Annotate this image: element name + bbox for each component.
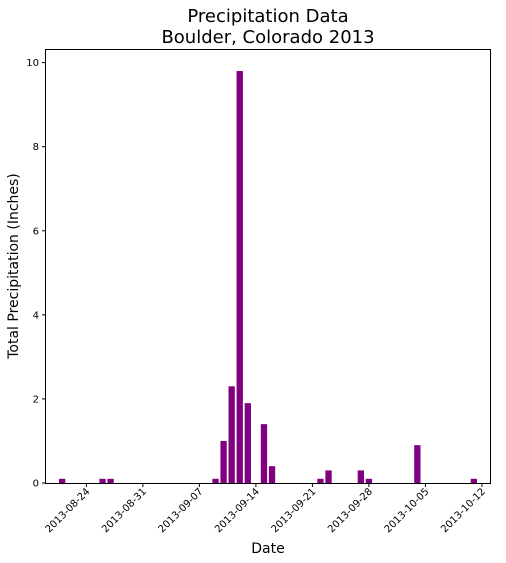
x-axis-ticks: 2013-08-24 2013-08-31 2013-09-07 2013-09-14… bbox=[44, 483, 488, 535]
chart-title-line-1: Precipitation Data bbox=[187, 6, 348, 27]
bar bbox=[212, 478, 219, 483]
bar bbox=[268, 466, 276, 483]
bar bbox=[220, 440, 227, 483]
x-tick-label: 2013-10-05 bbox=[383, 486, 432, 535]
x-tick-label: 2013-08-24 bbox=[44, 486, 93, 535]
x-axis-label: Date bbox=[251, 541, 284, 557]
x-tick-label: 2013-09-28 bbox=[326, 486, 375, 535]
plot-frame bbox=[45, 49, 491, 484]
bar bbox=[244, 403, 251, 483]
y-tick-label: 4 bbox=[33, 310, 39, 321]
bar bbox=[414, 445, 421, 483]
bar bbox=[236, 71, 243, 484]
bars-group bbox=[59, 71, 478, 484]
y-tick-label: 10 bbox=[26, 58, 39, 69]
chart-title-line-2: Boulder, Colorado 2013 bbox=[161, 27, 374, 48]
bar bbox=[228, 386, 235, 483]
y-tick-label: 0 bbox=[33, 479, 39, 490]
x-tick-label: 2013-09-14 bbox=[213, 486, 262, 535]
bar bbox=[99, 478, 106, 483]
bar bbox=[317, 478, 324, 483]
bar bbox=[59, 478, 66, 483]
y-axis-label: Total Precipitation (Inches) bbox=[6, 173, 22, 360]
bar bbox=[260, 424, 268, 483]
y-axis-ticks: 0 2 4 6 8 10 bbox=[26, 58, 46, 490]
x-tick-label: 2013-09-07 bbox=[157, 486, 206, 535]
y-tick-label: 6 bbox=[33, 226, 39, 237]
x-tick-label: 2013-08-31 bbox=[100, 486, 149, 535]
x-tick-label: 2013-09-21 bbox=[270, 486, 319, 535]
bar bbox=[107, 478, 114, 483]
y-tick-label: 2 bbox=[33, 394, 39, 405]
bar bbox=[365, 478, 373, 483]
x-tick-label: 2013-10-12 bbox=[439, 486, 488, 535]
bar bbox=[325, 470, 332, 483]
bar bbox=[470, 478, 478, 483]
y-tick-label: 8 bbox=[33, 142, 39, 153]
bar bbox=[357, 470, 364, 483]
